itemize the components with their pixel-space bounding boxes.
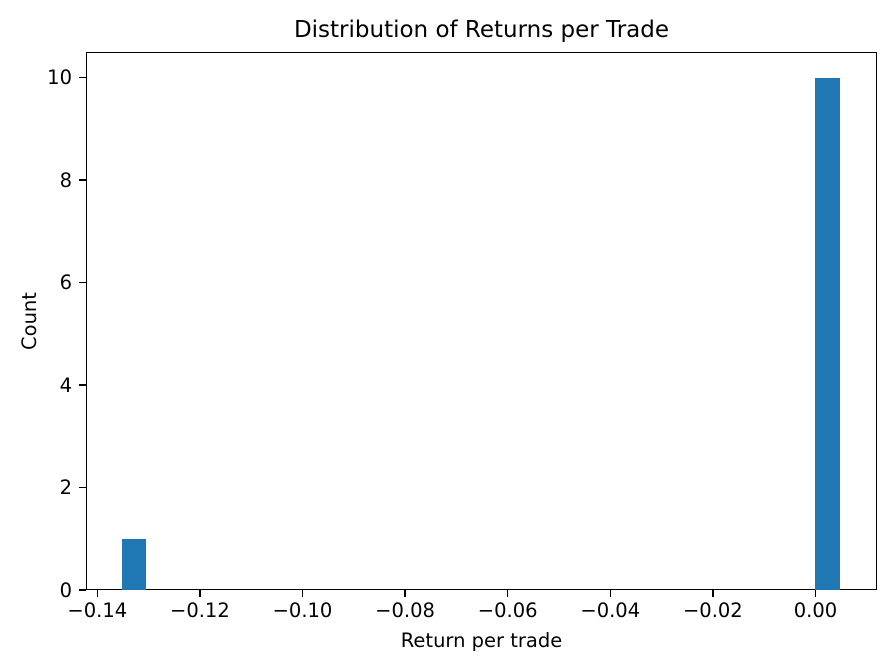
histogram-bar <box>121 538 147 590</box>
axes-spines <box>86 52 877 590</box>
x-tick-label: −0.06 <box>477 599 538 622</box>
y-tick-label: 2 <box>59 476 72 500</box>
x-tick-label: −0.12 <box>169 599 230 622</box>
y-tick-label: 4 <box>59 373 72 397</box>
x-tick-mark <box>404 590 406 597</box>
x-tick-mark <box>301 590 304 597</box>
y-tick-mark <box>79 589 86 591</box>
x-tick-mark <box>506 590 509 597</box>
y-tick-mark <box>79 486 86 489</box>
y-tick-mark <box>79 281 86 284</box>
x-tick-label: −0.04 <box>580 599 641 622</box>
x-tick-label: −0.14 <box>67 599 128 622</box>
y-tick-label: 6 <box>59 271 72 295</box>
x-tick-label: 0.00 <box>793 599 838 622</box>
x-tick-mark <box>96 590 99 597</box>
x-tick-label: −0.08 <box>375 599 435 622</box>
x-tick-mark <box>712 590 714 597</box>
x-tick-label: −0.10 <box>272 599 333 622</box>
y-tick-label: 10 <box>47 66 72 90</box>
plot-area <box>86 52 877 590</box>
y-tick-mark <box>79 76 86 79</box>
chart-title: Distribution of Returns per Trade <box>293 17 670 43</box>
x-tick-label: −0.02 <box>682 599 743 622</box>
y-tick-label: 8 <box>59 168 72 192</box>
x-tick-mark <box>814 590 817 597</box>
x-axis-label: Return per trade <box>400 629 563 652</box>
y-tick-mark <box>79 384 86 386</box>
y-tick-mark <box>79 179 86 181</box>
x-tick-mark <box>609 590 611 597</box>
histogram-bar <box>815 77 841 590</box>
y-tick-label: 0 <box>59 578 72 602</box>
x-tick-mark <box>199 590 201 597</box>
